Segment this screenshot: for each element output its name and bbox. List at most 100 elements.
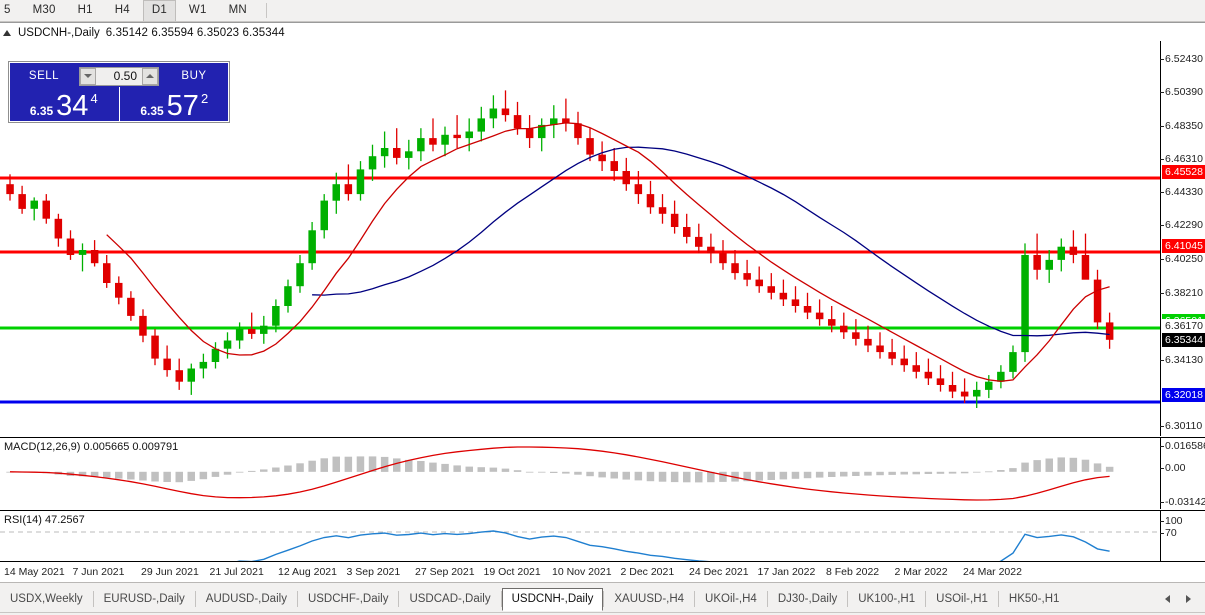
sell-price-block[interactable]: 6.35 34 4 (9, 87, 119, 122)
tab-divider (603, 591, 605, 607)
macd-plot-area[interactable]: MACD(12,26,9) 0.005665 0.009791 (0, 437, 1160, 509)
price-tick: 6.42290 (1160, 219, 1203, 232)
price-tick: 6.34130 (1160, 353, 1203, 366)
price-chart-svg (0, 90, 1160, 408)
price-tick: 6.38210 (1160, 286, 1203, 299)
chart-tab-bar[interactable]: USDX,Weekly EURUSD-,Daily AUDUSD-,Daily USD… (0, 582, 1205, 615)
status-strip (0, 612, 1205, 615)
chart-tab[interactable]: USDCHF-,Daily (307, 592, 389, 605)
tab-navigation[interactable] (1165, 595, 1205, 603)
price-tick: 6.40250 (1160, 253, 1203, 266)
timeframe-mn[interactable]: MN (228, 3, 247, 16)
macd-caption: MACD(12,26,9) 0.005665 0.009791 (4, 441, 179, 453)
tab-divider (500, 591, 502, 607)
timeframe-w1[interactable]: W1 (188, 3, 207, 16)
rsi-tick: 70 (1160, 527, 1177, 539)
chart-header: USDCNH-,Daily 6.35142 6.35594 6.35023 6.… (3, 26, 285, 40)
candlestick-series (6, 90, 1114, 408)
chart-frame: USDCNH-,Daily 6.35142 6.35594 6.35023 6.… (0, 22, 1205, 587)
price-tick: 6.50390 (1160, 86, 1203, 99)
chevron-down-icon (84, 74, 92, 78)
price-level-label-ghost: 6.36170 (1162, 319, 1205, 334)
chart-tab[interactable]: DJ30-,Daily (777, 592, 838, 605)
sell-price-fraction: 4 (90, 91, 98, 106)
tab-divider (925, 591, 927, 607)
macd-histogram (6, 456, 1114, 483)
price-tick: 6.44330 (1160, 185, 1203, 198)
moving-average-fast (106, 122, 1110, 382)
tab-divider (997, 591, 999, 607)
timeframe-m5[interactable]: 5 (4, 3, 11, 16)
price-tick: 6.52430 (1160, 52, 1203, 65)
time-tick: 24 Dec 2021 (689, 566, 749, 578)
time-tick: 3 Sep 2021 (346, 566, 401, 578)
buy-price-block[interactable]: 6.35 57 2 (118, 87, 230, 122)
time-tick: 7 Jun 2021 (72, 566, 125, 578)
timeframe-d1[interactable]: D1 (142, 0, 176, 21)
chart-tab[interactable]: UK100-,H1 (858, 592, 916, 605)
chart-tab[interactable]: UKOil-,H4 (705, 592, 757, 605)
scroll-right-icon[interactable] (1186, 595, 1191, 603)
time-tick: 14 May 2021 (4, 566, 65, 578)
time-tick: 10 Nov 2021 (552, 566, 612, 578)
chart-tab[interactable]: AUDUSD-,Daily (205, 592, 287, 605)
rsi-tick: 100 (1160, 515, 1183, 527)
price-tick: 6.30110 (1159, 419, 1203, 432)
time-axis[interactable]: 14 May 2021 7 Jun 2021 29 Jun 2021 21 Jul 2… (0, 561, 1205, 583)
buy-button[interactable]: BUY (181, 70, 207, 82)
macd-tick: 0.016586 (1160, 440, 1205, 452)
price-axis[interactable]: 6.52430 6.50390 6.48350 6.46310 6.44330 6.422… (1159, 41, 1205, 436)
chart-symbol-label: USDCNH-,Daily (18, 27, 100, 39)
tab-divider (766, 591, 768, 607)
sell-price-prefix: 6.35 (29, 104, 54, 118)
volume-increase-button[interactable] (142, 67, 158, 85)
volume-input[interactable]: 0.50 (113, 69, 137, 83)
time-tick: 19 Oct 2021 (483, 566, 541, 578)
buy-price-prefix: 6.35 (140, 104, 164, 118)
timeframe-m30[interactable]: M30 (32, 3, 56, 16)
time-tick: 27 Sep 2021 (415, 566, 475, 578)
macd-tick: 0.00 (1159, 462, 1186, 474)
tab-divider (847, 591, 849, 607)
time-tick: 17 Jan 2022 (757, 566, 816, 578)
timeframe-h1[interactable]: H1 (77, 3, 93, 16)
chevron-up-icon (146, 74, 154, 78)
time-tick: 2 Dec 2021 (620, 566, 675, 578)
chart-tab-active[interactable]: USDCNH-,Daily (501, 587, 604, 611)
macd-tick: -0.03142 (1159, 496, 1205, 508)
tab-divider (398, 591, 400, 607)
chart-tab[interactable]: EURUSD-,Daily (103, 592, 185, 605)
chart-ohlc-values: 6.35142 6.35594 6.35023 6.35344 (105, 27, 285, 39)
toolbar-divider (265, 3, 267, 18)
time-tick: 24 Mar 2022 (963, 566, 1022, 578)
time-tick: 2 Mar 2022 (894, 566, 948, 578)
rsi-caption: RSI(14) 47.2567 (4, 514, 85, 526)
moving-average-slow (312, 146, 1110, 337)
timeframe-h4[interactable]: H4 (114, 3, 130, 16)
macd-chart-svg (6, 446, 1114, 501)
trade-panel-prices: 6.35 34 4 6.35 57 2 (9, 87, 229, 122)
chart-tab[interactable]: XAUUSD-,H4 (614, 592, 685, 605)
chart-tab[interactable]: USDCAD-,Daily (409, 592, 491, 605)
sell-button[interactable]: SELL (28, 70, 60, 82)
volume-stepper[interactable]: 0.50 (79, 66, 159, 86)
buy-price-main: 57 (166, 90, 199, 122)
sell-price-main: 34 (56, 90, 89, 122)
tab-divider (92, 591, 94, 607)
time-tick: 12 Aug 2021 (278, 566, 337, 578)
tab-divider (296, 591, 298, 607)
chart-tab[interactable]: HK50-,H1 (1008, 592, 1060, 605)
collapse-triangle-icon[interactable] (3, 30, 11, 36)
chart-tab[interactable]: USDX,Weekly (10, 592, 83, 605)
chart-tab[interactable]: USOil-,H1 (936, 592, 988, 605)
tab-divider (694, 591, 696, 607)
volume-decrease-button[interactable] (80, 67, 96, 85)
scroll-left-icon[interactable] (1165, 595, 1170, 603)
one-click-trade-panel[interactable]: SELL 0.50 BUY 6.35 34 4 6.35 57 2 (8, 61, 230, 123)
price-level-label-black: 6.35344 (1162, 332, 1205, 347)
price-level-label-red: 6.45528 (1162, 165, 1205, 180)
price-tick: 6.48350 (1160, 119, 1203, 132)
trade-panel-top-row: SELL 0.50 BUY (9, 62, 229, 87)
price-level-label-red: 6.41045 (1162, 238, 1205, 253)
